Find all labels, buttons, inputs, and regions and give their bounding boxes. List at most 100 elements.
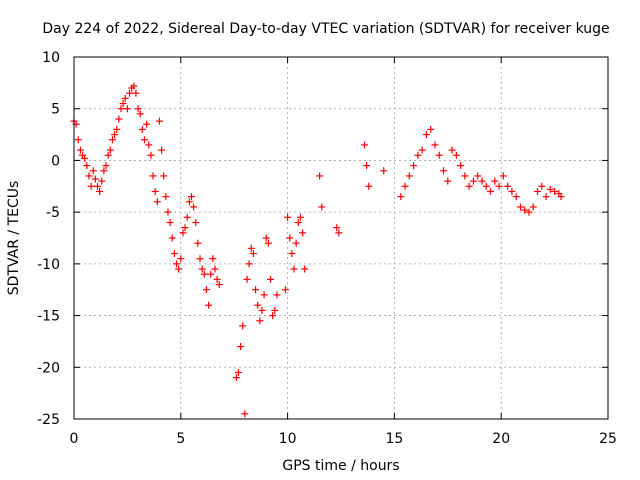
data-point <box>196 255 204 263</box>
data-point <box>145 141 153 149</box>
data-point <box>546 185 554 193</box>
data-point <box>487 187 495 195</box>
x-tick-label: 25 <box>599 431 617 447</box>
grid <box>74 57 608 419</box>
data-point <box>508 187 516 195</box>
data-point <box>234 368 242 376</box>
data-point <box>239 322 247 330</box>
data-point <box>542 193 550 201</box>
data-point <box>299 229 307 237</box>
y-tick-label: -20 <box>37 360 60 376</box>
y-tick-label: -15 <box>37 309 60 325</box>
axis-ticks: 0 5 10 15 20 25 10 5 0 -5 -10 -15 -20 -25 <box>37 50 617 447</box>
data-point <box>85 172 93 180</box>
data-point <box>185 198 193 206</box>
data-point <box>427 125 435 133</box>
data-point <box>418 146 426 154</box>
data-point <box>91 175 99 183</box>
data-point <box>198 265 206 273</box>
data-point <box>365 182 373 190</box>
data-point <box>119 100 127 108</box>
data-point <box>360 141 368 149</box>
data-point <box>380 167 388 175</box>
data-point <box>108 136 116 144</box>
data-point <box>290 265 298 273</box>
data-point <box>478 177 486 185</box>
data-point <box>111 131 119 139</box>
data-point <box>414 151 422 159</box>
data-point <box>495 182 503 190</box>
data-point <box>166 218 174 226</box>
data-point <box>288 250 296 258</box>
data-point <box>316 172 324 180</box>
data-point <box>213 275 221 283</box>
data-point <box>76 146 84 154</box>
y-tick-label: 5 <box>51 102 60 118</box>
data-point <box>422 131 430 139</box>
data-point <box>177 255 185 263</box>
data-point <box>504 182 512 190</box>
data-point <box>258 306 266 314</box>
data-point <box>440 167 448 175</box>
data-point <box>529 203 537 211</box>
data-point <box>140 136 148 144</box>
data-point <box>117 105 125 113</box>
data-point <box>183 213 191 221</box>
y-tick-label: 0 <box>51 153 60 169</box>
data-point <box>168 234 176 242</box>
data-point <box>474 172 482 180</box>
data-point <box>170 250 178 258</box>
data-point <box>190 203 198 211</box>
data-point <box>237 343 245 351</box>
data-point <box>232 374 240 382</box>
data-point <box>93 182 101 190</box>
data-point <box>301 265 309 273</box>
data-point <box>147 151 155 159</box>
data-point <box>121 94 129 102</box>
x-tick-label: 10 <box>279 431 297 447</box>
plot-frame <box>73 56 609 420</box>
data-point <box>104 151 112 159</box>
x-tick-label: 20 <box>492 431 510 447</box>
data-point <box>106 146 114 154</box>
data-point <box>249 250 257 258</box>
data-point <box>209 255 217 263</box>
data-point <box>457 162 465 170</box>
data-point <box>153 198 161 206</box>
data-point <box>452 151 460 159</box>
data-point <box>448 146 456 154</box>
data-point <box>87 182 95 190</box>
data-point <box>123 105 131 113</box>
data-point <box>538 182 546 190</box>
data-point <box>207 270 215 278</box>
data-point <box>256 317 264 325</box>
data-point <box>262 234 270 242</box>
data-point <box>267 275 275 283</box>
data-point <box>173 260 181 268</box>
data-point <box>281 286 289 294</box>
data-point <box>333 224 341 232</box>
data-point <box>162 193 170 201</box>
data-point <box>435 151 443 159</box>
y-axis-label: SDTVAR / TECUs <box>6 181 22 296</box>
data-point <box>461 172 469 180</box>
x-tick-label: 5 <box>176 431 185 447</box>
data-point <box>138 125 146 133</box>
data-point <box>284 213 292 221</box>
data-point <box>292 239 300 247</box>
data-point <box>81 154 89 162</box>
data-point <box>273 291 281 299</box>
data-point <box>115 115 123 123</box>
data-point <box>516 203 524 211</box>
data-point <box>335 229 343 237</box>
data-point <box>164 208 172 216</box>
data-point <box>405 172 413 180</box>
data-point <box>130 82 138 90</box>
data-point <box>241 410 249 418</box>
data-point <box>192 218 200 226</box>
data-point <box>202 286 210 294</box>
data-point <box>318 203 326 211</box>
data-point <box>126 89 134 97</box>
data-point <box>269 312 277 320</box>
